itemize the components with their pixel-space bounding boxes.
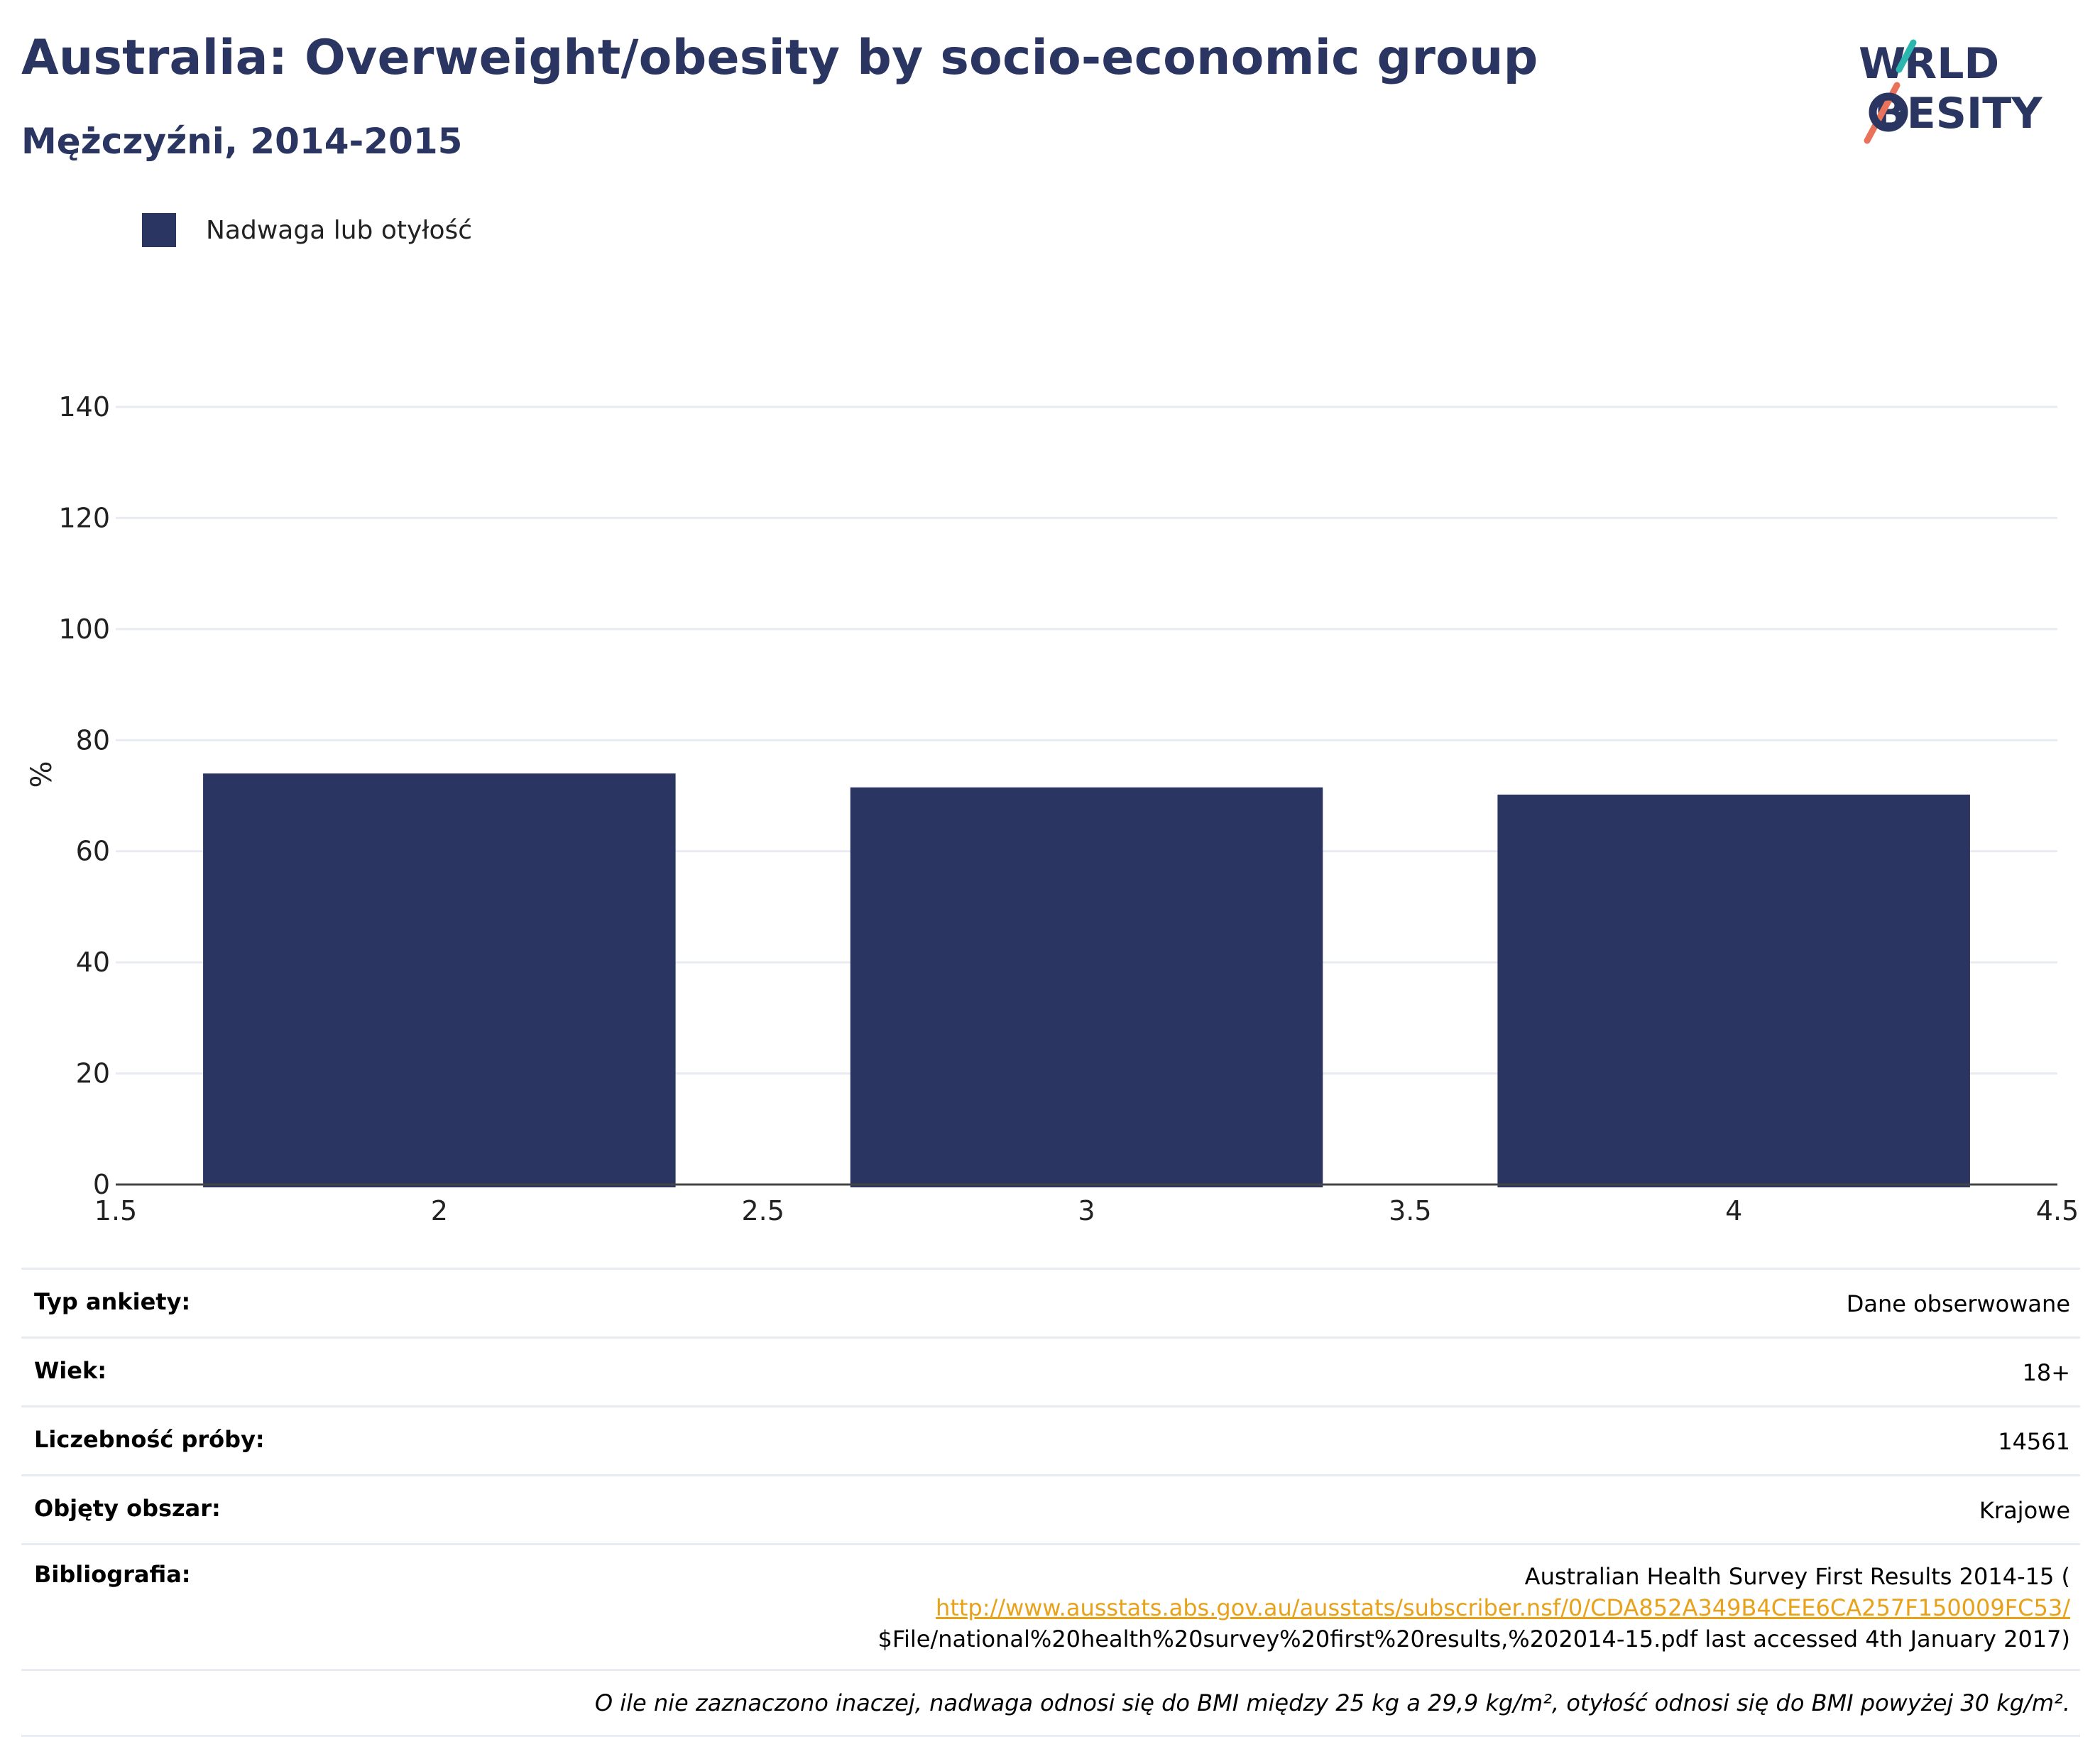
info-value: 18+ [2022,1359,2070,1386]
y-tick-label: 40 [76,947,110,978]
bar-chart: 0 20 40 60 80 100 120 140 1.5 2 2.5 3 3.5 4 4.5% [26,391,2079,1226]
info-key: Bibliografia: [34,1561,191,1588]
info-key: Wiek: [34,1357,107,1384]
bibliography-link[interactable]: http://www.ausstats.abs.gov.au/ausstats/… [936,1594,2070,1621]
info-key: Liczebność próby: [34,1426,265,1453]
chart-legend: Nadwaga lub otyłość [142,213,472,247]
info-key: Typ ankiety: [34,1288,191,1315]
bibliography-line-3: $File/national%20health%20survey%20first… [877,1626,2070,1652]
bibliography-text: Australian Health Survey First Results 2… [878,1561,2070,1655]
info-value: Krajowe [1979,1497,2070,1524]
svg-text:W: W [1859,39,1905,89]
page-title: Australia: Overweight/obesity by socio-e… [21,30,1538,86]
y-tick-label: 80 [76,724,110,756]
info-row-area: Objęty obszar: Krajowe [21,1474,2080,1543]
x-tick-label: 4 [1725,1195,1742,1226]
y-tick-label: 140 [58,391,110,423]
y-tick-label: 60 [76,836,110,867]
info-key: Objęty obszar: [34,1495,221,1522]
y-tick-label: 100 [58,614,110,645]
x-tick-label: 1.5 [94,1195,137,1226]
info-value: 14561 [1998,1428,2070,1455]
legend-label: Nadwaga lub otyłość [206,215,473,245]
legend-swatch [142,213,176,247]
bar [1497,794,1970,1187]
info-row-age: Wiek: 18+ [21,1336,2080,1405]
x-tick-label: 4.5 [2036,1195,2079,1226]
y-tick-label: 20 [76,1058,110,1089]
world-obesity-logo: W RLD BESITY [1859,39,2043,144]
y-tick-label: 120 [58,502,110,533]
info-row-sample-size: Liczebność próby: 14561 [21,1405,2080,1474]
y-tick-label: 0 [93,1169,110,1200]
x-tick-label: 3.5 [1389,1195,1431,1226]
bar [203,773,676,1187]
info-row-bibliography: Bibliografia: Australian Health Survey F… [21,1543,2080,1669]
svg-text:RLD: RLD [1904,39,1999,89]
survey-info-table: Typ ankiety: Dane obserwowane Wiek: 18+ … [21,1268,2080,1737]
x-tick-label: 2 [431,1195,448,1226]
x-tick-label: 2.5 [741,1195,784,1226]
y-axis-label: % [26,761,58,788]
info-row-survey-type: Typ ankiety: Dane obserwowane [21,1268,2080,1336]
footnote: O ile nie zaznaczono inaczej, nadwaga od… [21,1669,2080,1737]
info-value: Dane obserwowane [1846,1290,2070,1317]
bar [850,787,1323,1187]
page-subtitle: Mężczyźni, 2014-2015 [21,121,463,162]
bibliography-line-1: Australian Health Survey First Results 2… [1524,1563,2070,1590]
x-tick-label: 3 [1078,1195,1095,1226]
